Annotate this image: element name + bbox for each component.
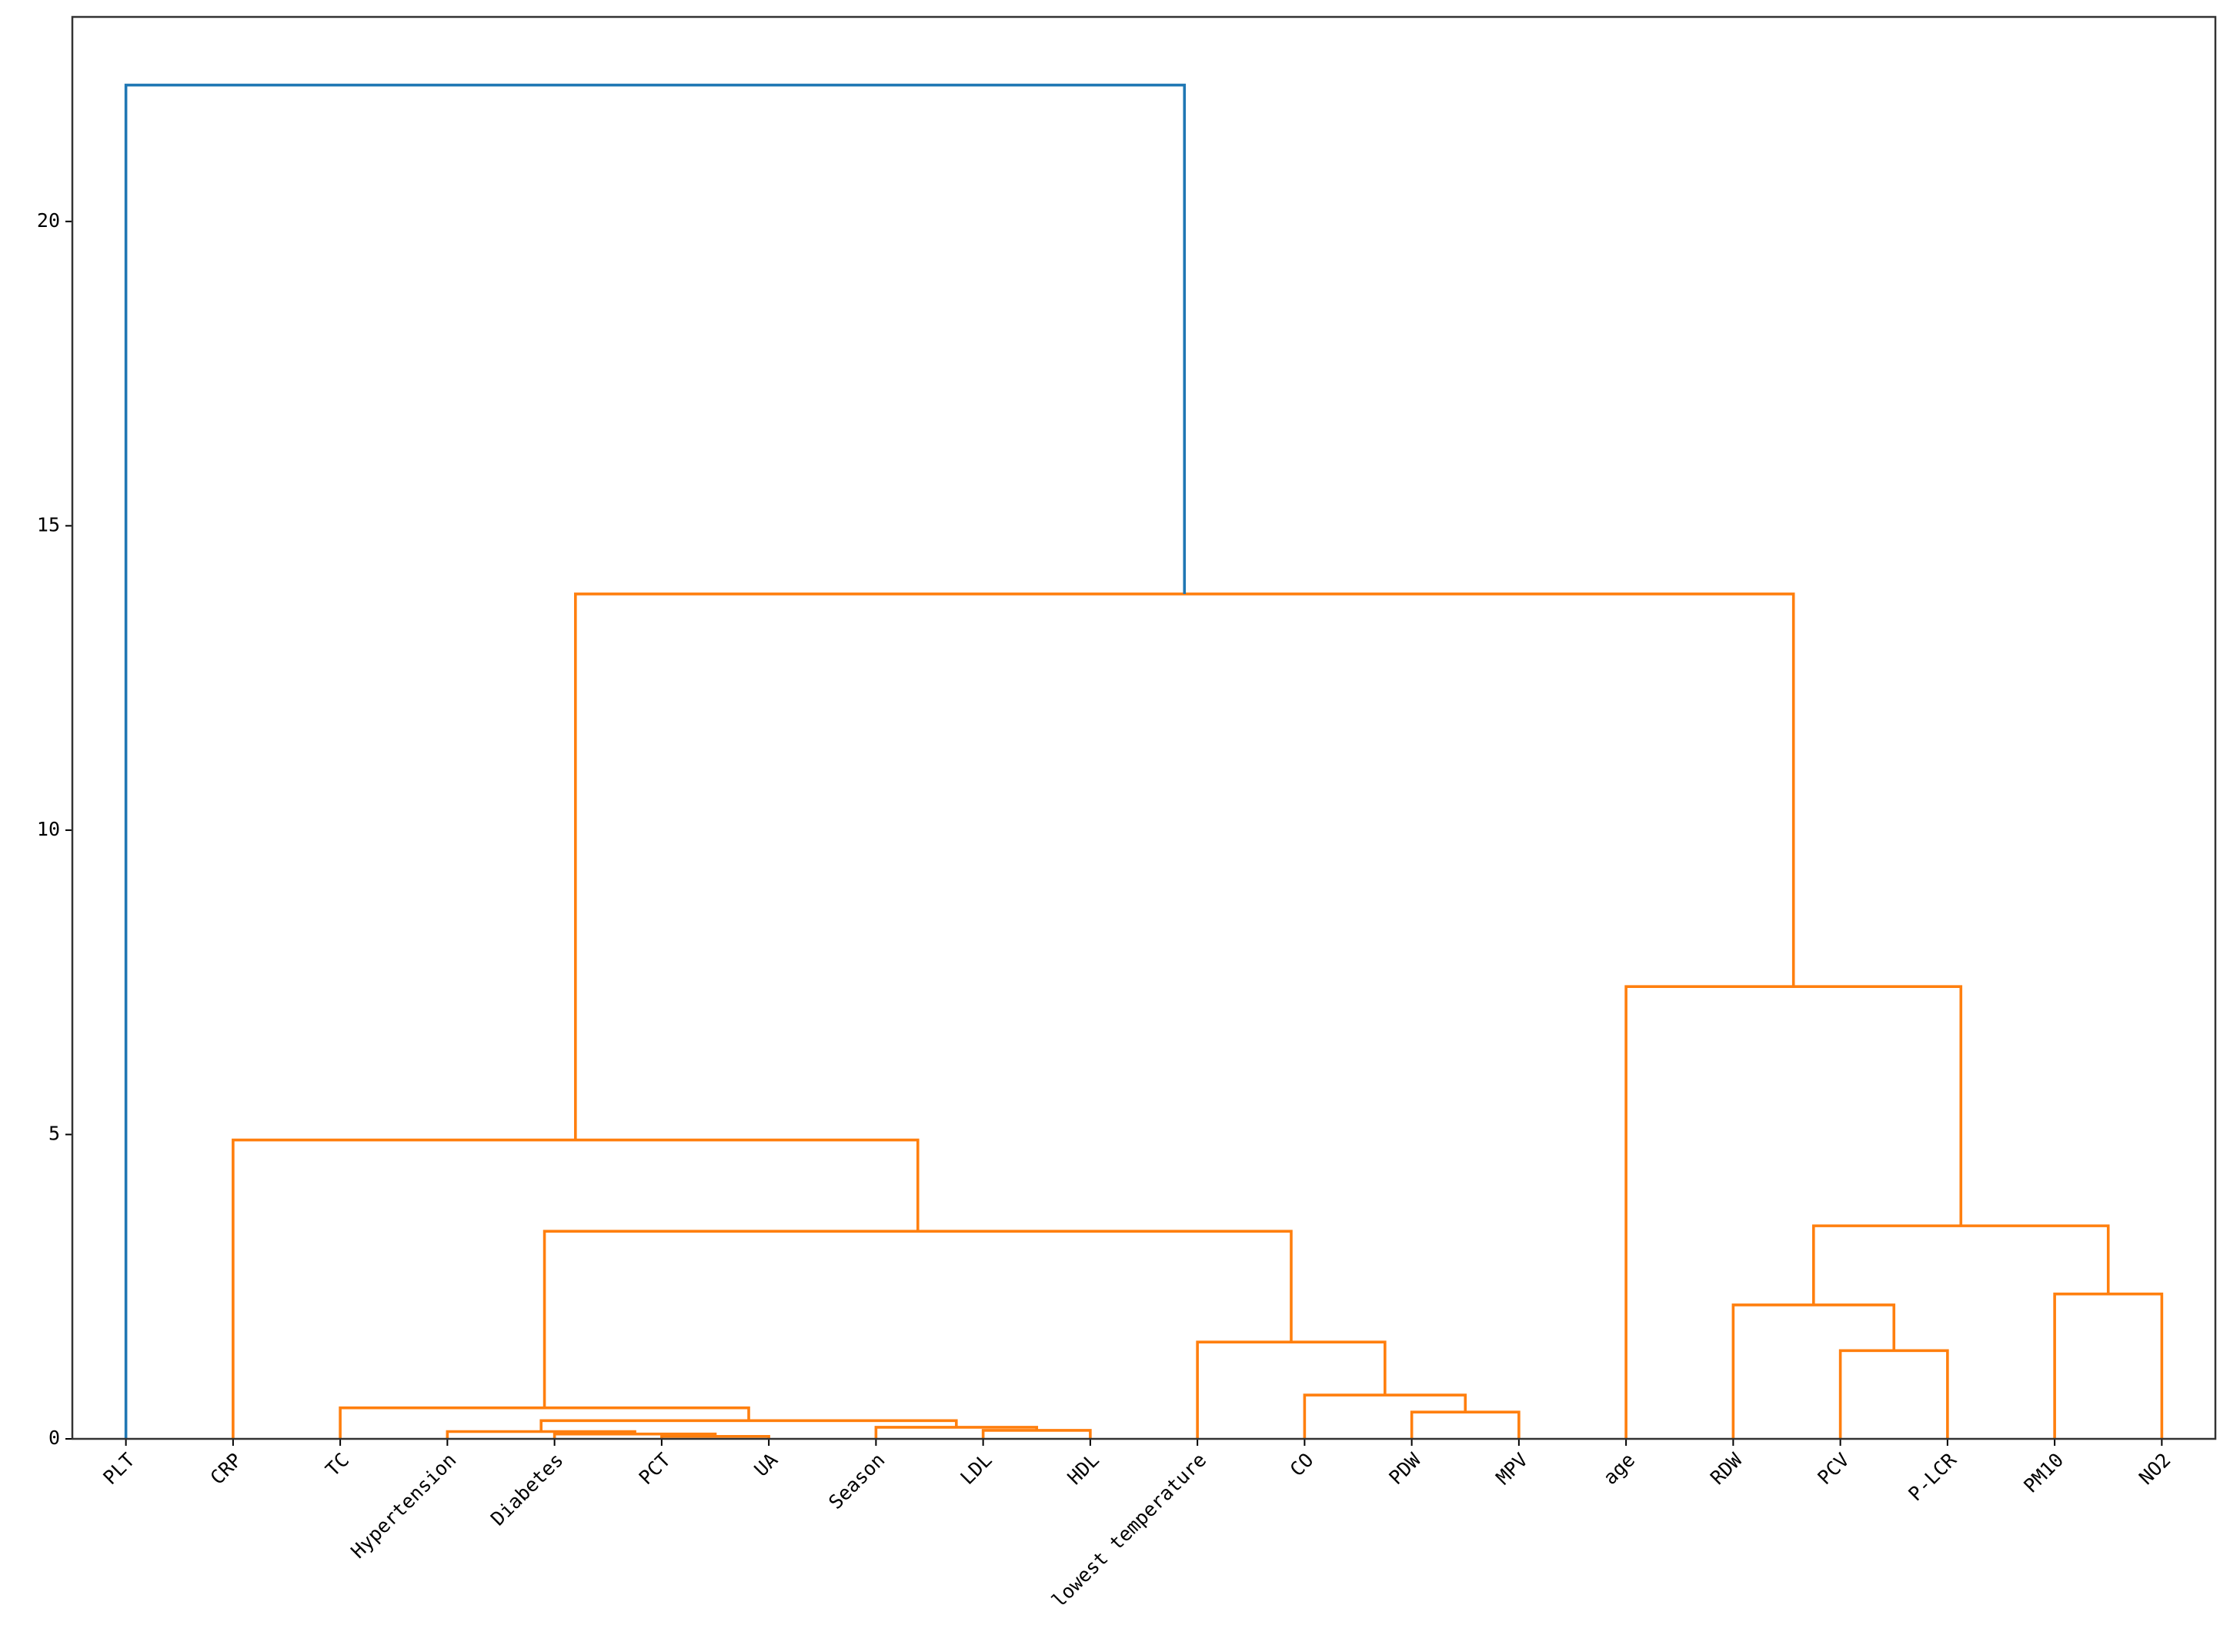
link [874,1426,1039,1439]
link [446,1430,636,1439]
link [660,1435,770,1439]
link [574,592,1795,1140]
link [124,83,1187,1439]
y-tick-label: 15 [37,513,60,536]
y-tick-label: 5 [48,1122,60,1144]
y-tick-label: 10 [37,818,60,840]
link [1812,1224,2110,1305]
link [1731,1303,1896,1439]
link [1624,985,1963,1439]
link [542,1230,1293,1408]
plot-frame [71,15,2217,1440]
link [2053,1292,2164,1439]
link [1196,1340,1387,1439]
y-tick-label: 20 [37,209,60,232]
link [539,1419,958,1432]
y-tick-label: 0 [48,1427,60,1449]
